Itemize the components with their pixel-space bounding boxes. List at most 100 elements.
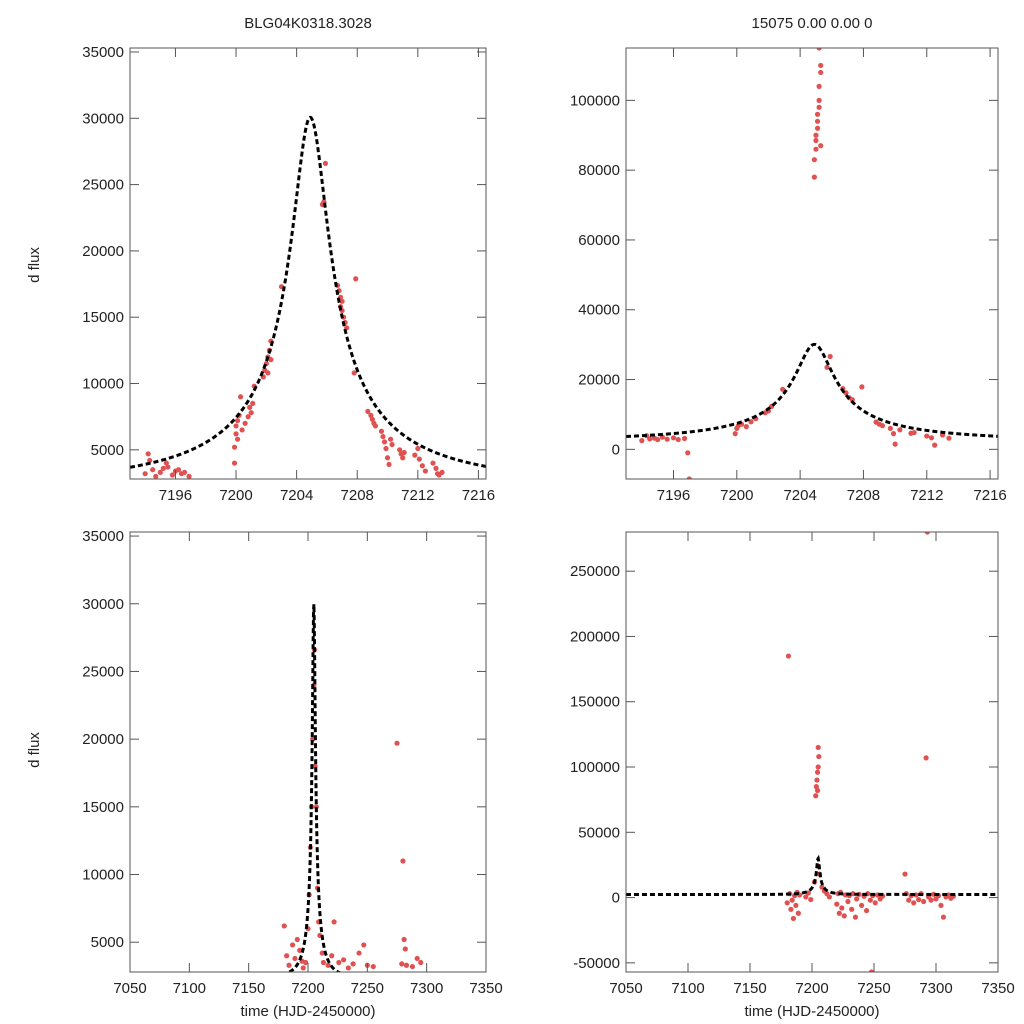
data-point bbox=[319, 950, 325, 956]
data-point bbox=[234, 418, 241, 424]
y-tick-label: 40000 bbox=[578, 302, 620, 319]
y-tick-label: 100000 bbox=[570, 92, 620, 109]
data-point bbox=[685, 450, 691, 456]
data-points bbox=[281, 647, 424, 971]
x-tick-label: 7100 bbox=[173, 980, 206, 997]
data-point bbox=[289, 942, 296, 948]
data-point bbox=[294, 936, 300, 943]
data-point bbox=[815, 744, 821, 751]
y-tick-label: 80000 bbox=[578, 162, 620, 179]
data-point bbox=[911, 900, 917, 906]
data-point bbox=[928, 435, 935, 441]
y-tick-label: 10000 bbox=[82, 867, 124, 884]
data-point bbox=[863, 908, 870, 914]
x-tick-label: 7196 bbox=[159, 487, 192, 504]
data-point bbox=[841, 913, 847, 919]
data-point bbox=[322, 160, 329, 166]
ylabel-bottom: d flux bbox=[26, 732, 43, 768]
data-point bbox=[242, 420, 248, 426]
data-point bbox=[854, 896, 860, 902]
data-point bbox=[814, 787, 821, 794]
y-tick-label: -50000 bbox=[573, 955, 620, 972]
data-point bbox=[384, 455, 391, 461]
data-point bbox=[145, 451, 151, 457]
x-tick-label: 7250 bbox=[857, 980, 890, 997]
data-point bbox=[743, 424, 749, 430]
data-point bbox=[813, 137, 819, 144]
data-point bbox=[816, 753, 822, 760]
x-tick-label: 7196 bbox=[657, 487, 690, 504]
y-tick-label: 0 bbox=[612, 441, 620, 458]
data-point bbox=[887, 425, 893, 431]
data-point bbox=[231, 460, 238, 466]
data-point bbox=[732, 431, 738, 437]
data-point bbox=[430, 460, 436, 466]
data-point bbox=[300, 965, 306, 971]
data-point bbox=[816, 48, 822, 51]
data-point bbox=[824, 364, 830, 370]
data-point bbox=[356, 950, 362, 956]
data-point bbox=[789, 897, 795, 903]
data-point bbox=[818, 62, 824, 69]
data-point bbox=[850, 891, 856, 897]
y-tick-label: 20000 bbox=[578, 372, 620, 389]
data-point bbox=[370, 963, 376, 970]
data-point bbox=[403, 962, 410, 968]
data-point bbox=[852, 914, 859, 920]
data-point bbox=[788, 906, 794, 912]
x-tick-label: 7150 bbox=[733, 980, 766, 997]
data-point bbox=[157, 469, 163, 475]
data-point bbox=[814, 125, 821, 131]
x-tick-label: 7050 bbox=[113, 980, 146, 997]
data-point bbox=[868, 969, 875, 972]
data-point bbox=[815, 764, 821, 770]
data-point bbox=[365, 408, 371, 414]
data-point bbox=[906, 897, 912, 903]
x-tick-label: 7300 bbox=[919, 980, 952, 997]
y-tick-label: 20000 bbox=[82, 243, 124, 260]
data-point bbox=[239, 427, 245, 433]
data-point bbox=[805, 890, 811, 896]
title-left: BLG04K0318.3028 bbox=[244, 15, 372, 32]
data-point bbox=[675, 436, 681, 443]
y-tick-label: 100000 bbox=[570, 759, 620, 776]
model-curve bbox=[130, 115, 486, 469]
y-tick-label: 30000 bbox=[82, 596, 124, 613]
data-point bbox=[647, 436, 653, 442]
data-point bbox=[932, 442, 938, 448]
data-point bbox=[281, 923, 287, 929]
y-tick-label: 15000 bbox=[82, 799, 124, 816]
data-point bbox=[268, 357, 274, 363]
data-point bbox=[814, 118, 821, 124]
data-point bbox=[890, 431, 897, 437]
model-curve bbox=[626, 854, 998, 896]
data-point bbox=[329, 953, 335, 959]
data-point bbox=[439, 469, 445, 475]
plot-frame bbox=[625, 47, 999, 480]
data-point bbox=[353, 276, 359, 282]
x-tick-label: 7208 bbox=[847, 487, 880, 504]
panel-top-left: 7196 7200 7204 7208 7212 7216 5000 10000 15000 20… bbox=[82, 44, 495, 504]
data-point bbox=[827, 353, 833, 360]
data-point bbox=[921, 898, 927, 905]
data-point bbox=[142, 471, 148, 477]
data-point bbox=[811, 157, 817, 163]
data-point bbox=[872, 900, 878, 906]
data-points bbox=[142, 160, 445, 479]
data-point bbox=[839, 905, 845, 911]
x-tick-label: 7100 bbox=[671, 980, 704, 997]
data-point bbox=[147, 457, 153, 464]
data-point bbox=[879, 423, 886, 429]
data-point bbox=[686, 476, 692, 479]
y-tick-label: 250000 bbox=[570, 563, 620, 580]
data-point bbox=[412, 452, 418, 458]
plot-frame bbox=[129, 531, 487, 973]
data-point bbox=[331, 919, 337, 925]
data-point bbox=[892, 441, 898, 447]
data-point bbox=[401, 936, 407, 943]
data-point bbox=[818, 69, 824, 76]
y-tick-label: 5000 bbox=[91, 934, 124, 951]
y-tick-label: 15000 bbox=[82, 309, 124, 326]
data-point bbox=[231, 444, 238, 450]
